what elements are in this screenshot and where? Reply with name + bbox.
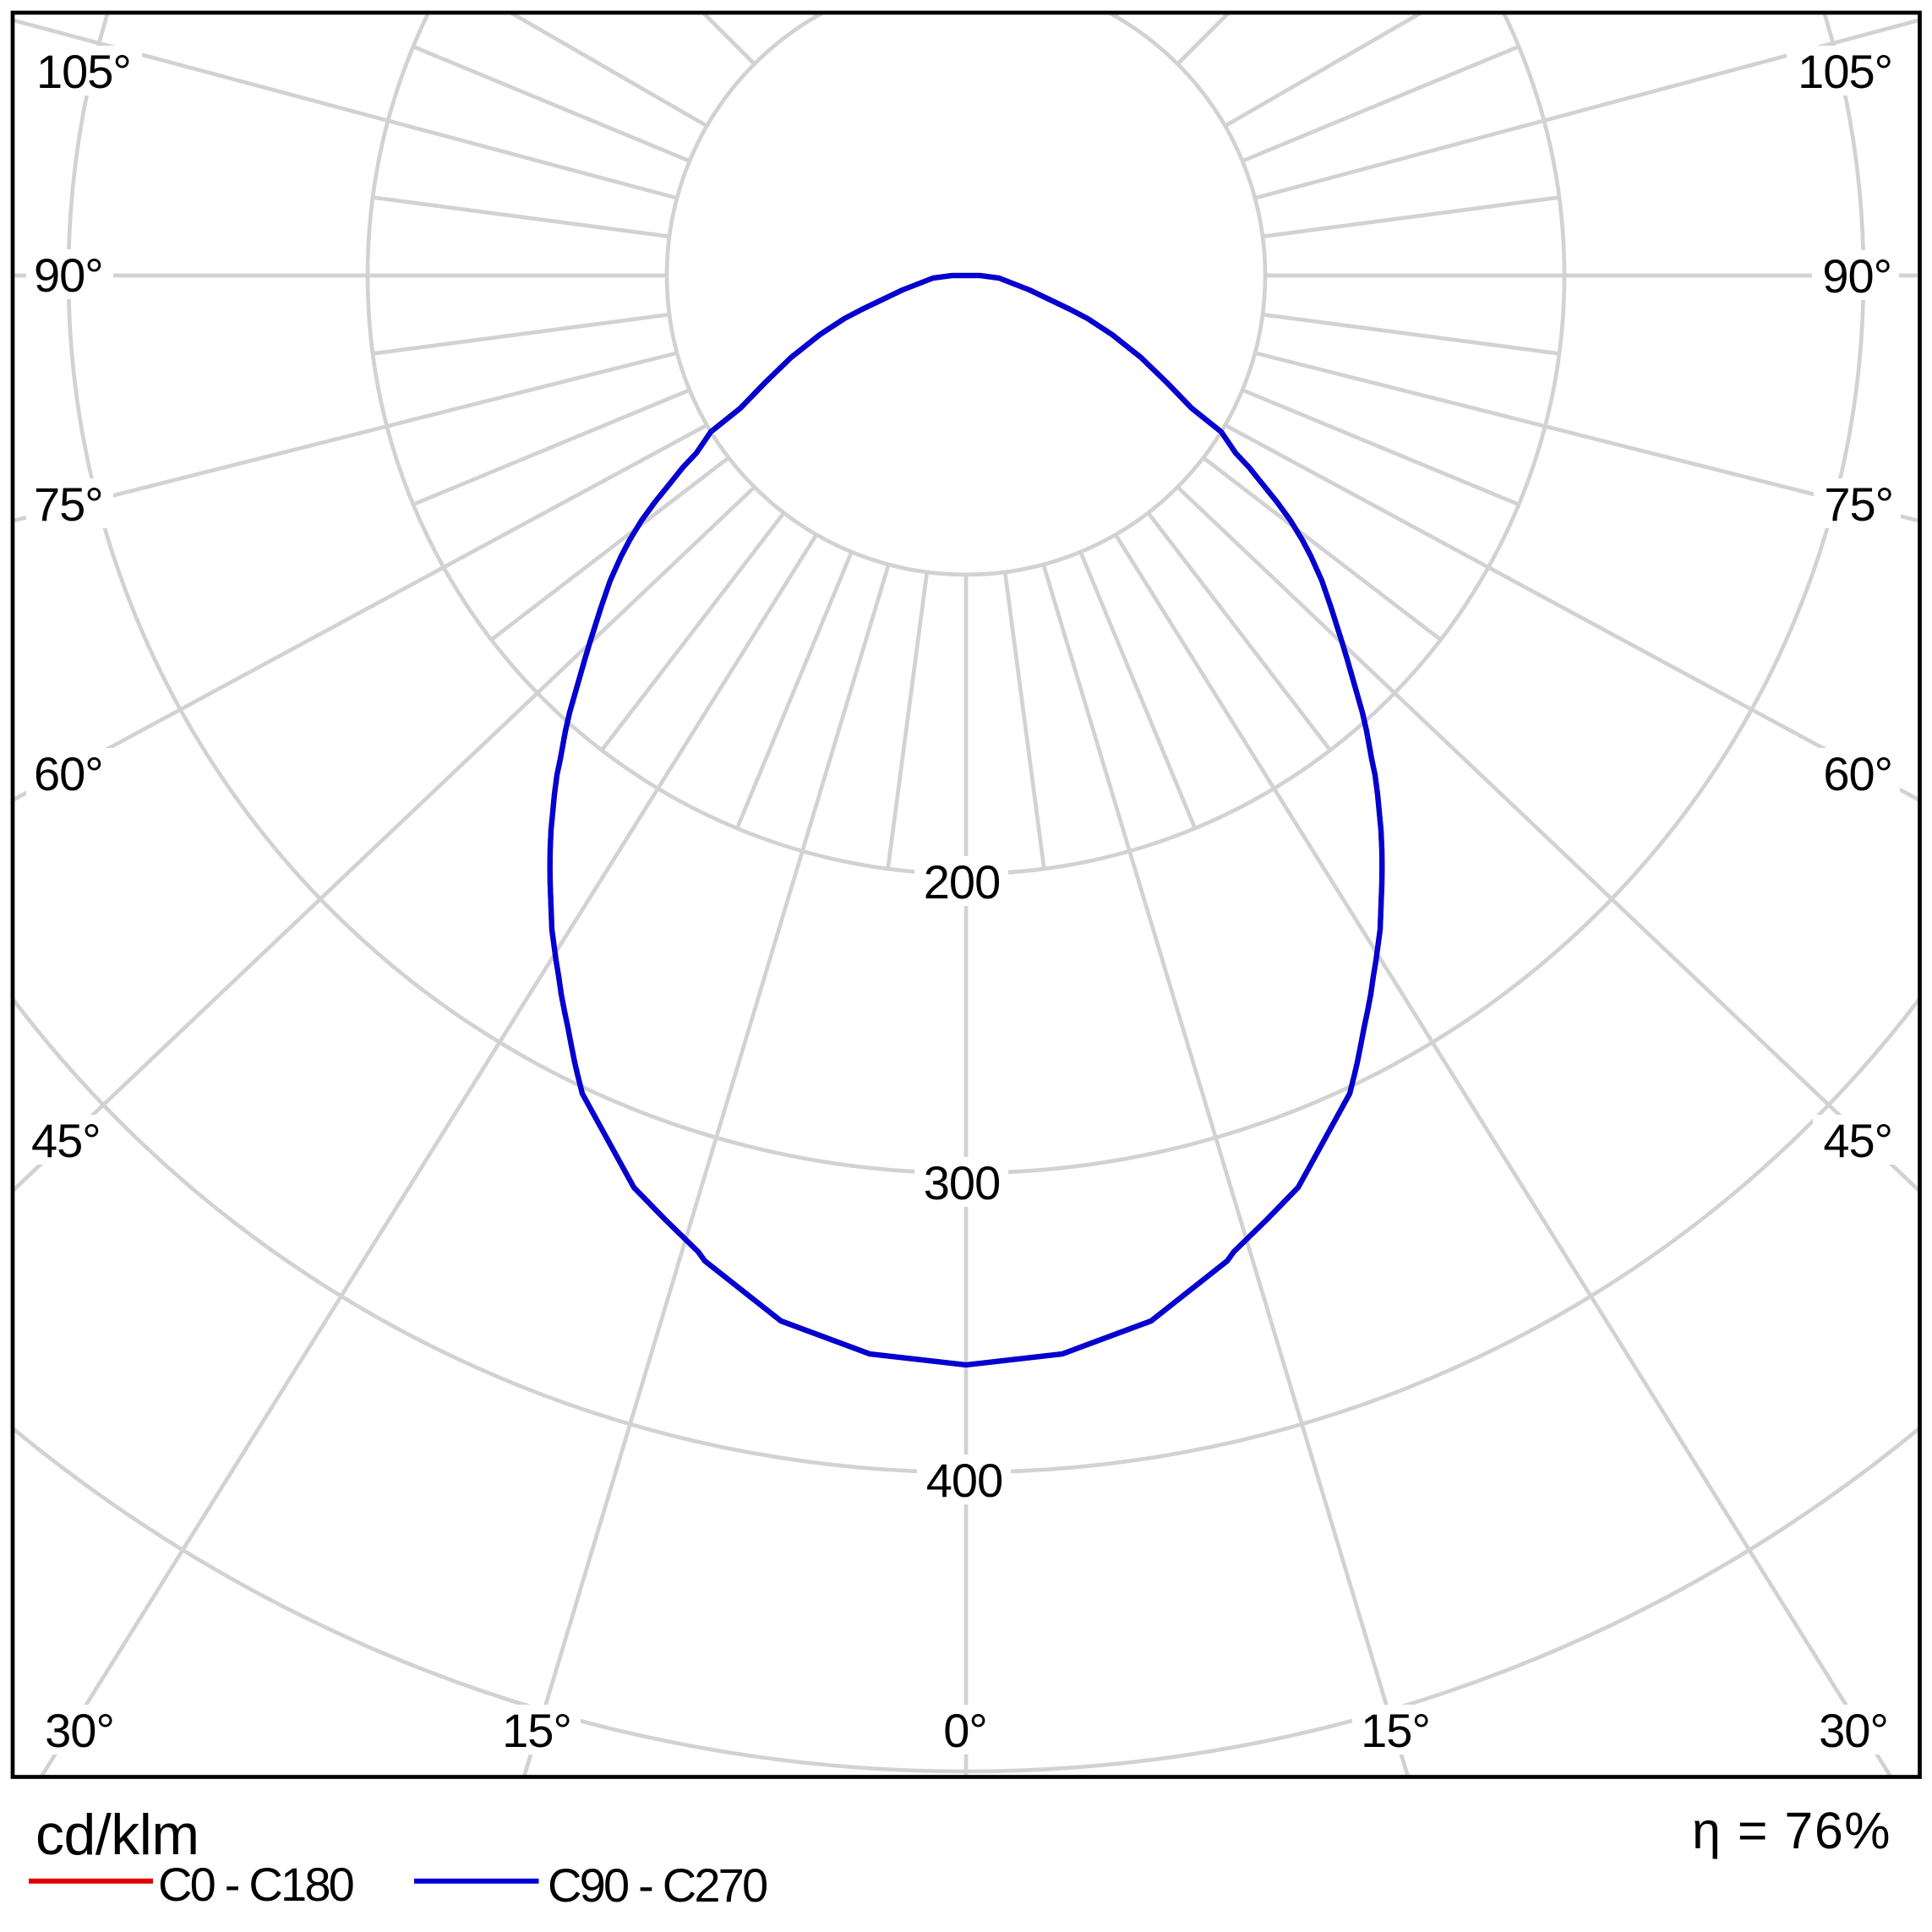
svg-text:15°: 15° (502, 1704, 571, 1757)
svg-text:45°: 45° (1823, 1114, 1892, 1167)
svg-text:cd/klm: cd/klm (35, 1803, 199, 1867)
svg-text:105°: 105° (1798, 45, 1892, 98)
svg-text:60°: 60° (1823, 747, 1892, 800)
svg-text:15°: 15° (1361, 1704, 1430, 1757)
svg-text:0°: 0° (943, 1704, 987, 1757)
svg-text:30°: 30° (45, 1704, 114, 1757)
svg-text:300: 300 (924, 1156, 1000, 1209)
svg-text:C90 - C270: C90 - C270 (548, 1858, 767, 1912)
svg-text:200: 200 (924, 855, 1000, 909)
svg-text:45°: 45° (31, 1114, 101, 1167)
svg-text:75°: 75° (34, 478, 103, 531)
svg-text:105°: 105° (36, 45, 131, 98)
svg-text:C0 - C180: C0 - C180 (158, 1858, 353, 1911)
svg-text:90°: 90° (34, 248, 103, 302)
svg-text:η = 76%: η = 76% (1692, 1802, 1891, 1859)
svg-text:60°: 60° (34, 747, 103, 800)
svg-text:75°: 75° (1824, 478, 1893, 531)
svg-text:400: 400 (926, 1454, 1002, 1507)
svg-text:30°: 30° (1819, 1704, 1888, 1757)
svg-text:90°: 90° (1822, 249, 1891, 303)
